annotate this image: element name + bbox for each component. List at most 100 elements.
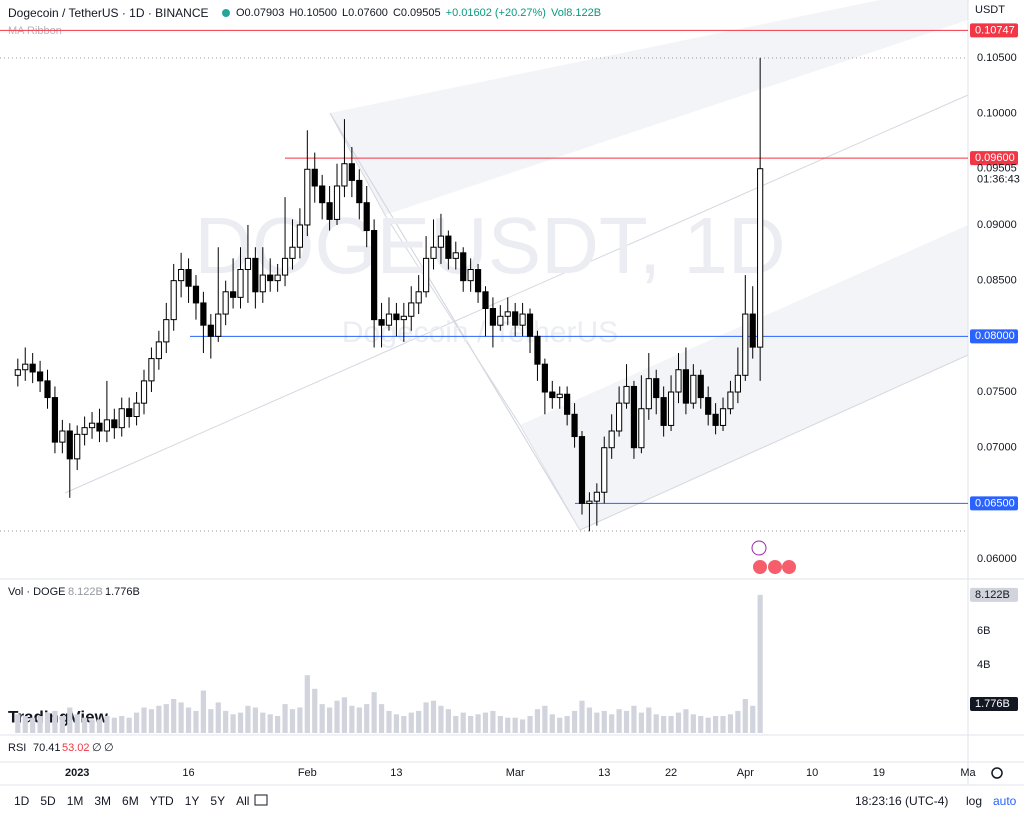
volume-bar bbox=[512, 717, 518, 733]
volume-bar bbox=[82, 717, 88, 733]
candle-body bbox=[534, 335, 541, 365]
volume-bar bbox=[690, 714, 696, 733]
event-icon[interactable] bbox=[751, 540, 767, 556]
x-tick-label: Apr bbox=[737, 767, 754, 779]
candle-body bbox=[667, 391, 675, 426]
volume-bar bbox=[386, 710, 392, 733]
volume-bar bbox=[148, 709, 155, 733]
volume-bar bbox=[482, 712, 489, 733]
volume-bar bbox=[304, 675, 310, 733]
candle-body bbox=[29, 363, 36, 373]
volume-bar bbox=[490, 710, 496, 733]
candle-body bbox=[81, 427, 88, 435]
candle-body bbox=[690, 374, 697, 404]
range-button[interactable]: All bbox=[236, 794, 250, 808]
range-button[interactable]: 6M bbox=[122, 794, 139, 808]
ohlc-value: +0.01602 (+20.27%) bbox=[445, 7, 546, 19]
toolbar: 1D 5D 1M 3M 6M YTD 1Y 5Y All bbox=[14, 794, 260, 808]
volume-bar bbox=[401, 716, 407, 733]
auto-toggle[interactable]: auto bbox=[993, 794, 1017, 808]
candle-body bbox=[742, 313, 749, 376]
ma-label-box bbox=[970, 697, 1018, 711]
volume-bar bbox=[668, 716, 674, 733]
range-button[interactable]: 3M bbox=[94, 794, 112, 808]
volume-bar bbox=[646, 707, 652, 733]
candle-body bbox=[222, 291, 229, 315]
event-icon[interactable] bbox=[768, 560, 782, 574]
volume-bar bbox=[735, 710, 741, 733]
candle-body bbox=[126, 408, 133, 418]
range-button[interactable]: 1Y bbox=[184, 794, 200, 808]
volume-bar bbox=[267, 714, 273, 733]
candle-body bbox=[452, 252, 459, 259]
volume-bar bbox=[319, 704, 325, 733]
candle-body bbox=[36, 371, 44, 382]
candle-body bbox=[400, 315, 407, 321]
candle-body bbox=[267, 274, 274, 282]
ohlc-value: C0.09505 bbox=[392, 7, 441, 19]
candle-body bbox=[111, 419, 118, 429]
volume-bar bbox=[416, 710, 422, 733]
candle-body bbox=[14, 369, 21, 376]
candle-body bbox=[578, 436, 586, 504]
candle-body bbox=[512, 311, 519, 326]
candle-body bbox=[289, 246, 296, 259]
ohlc-legend: O0.07903 H0.10500 L0.07600 C0.09505 +0.01602… bbox=[236, 7, 606, 19]
candle-body bbox=[252, 257, 259, 293]
volume-bar bbox=[223, 710, 229, 733]
volume-bar bbox=[586, 707, 593, 733]
rsi-value: 53.02 bbox=[62, 742, 90, 754]
last-price: 0.09505 bbox=[977, 163, 1017, 175]
candle-body bbox=[467, 269, 474, 282]
range-button[interactable]: 5D bbox=[40, 794, 56, 808]
range-button[interactable]: 5Y bbox=[210, 794, 226, 808]
candle-body bbox=[623, 385, 630, 404]
volume-bar bbox=[52, 710, 58, 733]
volume-bar bbox=[341, 697, 348, 733]
range-button[interactable]: 1D bbox=[14, 794, 30, 808]
compare-icon[interactable] bbox=[254, 794, 268, 806]
volume-bar bbox=[297, 707, 303, 733]
channel-edge bbox=[64, 94, 969, 494]
volume-bar bbox=[698, 716, 704, 733]
volume-bar bbox=[378, 704, 385, 733]
volume-bar bbox=[282, 704, 288, 733]
watermark: DOGEUSDT, 1D bbox=[194, 201, 785, 290]
candle-body bbox=[719, 408, 727, 426]
volume-bar bbox=[133, 712, 140, 733]
candle-body bbox=[504, 311, 511, 317]
candle-body bbox=[333, 185, 341, 220]
level-label-box bbox=[970, 329, 1018, 344]
settings-icon[interactable] bbox=[991, 767, 1003, 779]
range-button[interactable]: YTD bbox=[149, 794, 174, 808]
volume-bar bbox=[89, 719, 95, 733]
candle-body bbox=[22, 363, 29, 371]
event-icon[interactable] bbox=[753, 560, 767, 574]
x-tick-label: 19 bbox=[873, 767, 885, 779]
volume-bar bbox=[445, 709, 451, 733]
rsi-title: RSI bbox=[8, 742, 26, 754]
y-tick-label: 0.06000 bbox=[977, 553, 1017, 565]
candle-body bbox=[734, 374, 741, 393]
candle-body bbox=[371, 230, 378, 321]
volume-bar bbox=[579, 700, 585, 733]
candle-body bbox=[103, 419, 110, 432]
rsi-value: ∅ bbox=[104, 742, 114, 754]
range-button[interactable]: 1M bbox=[66, 794, 84, 808]
candle-body bbox=[682, 369, 690, 404]
log-toggle[interactable]: log bbox=[966, 794, 983, 808]
volume-bar bbox=[326, 707, 333, 733]
event-icon[interactable] bbox=[782, 560, 796, 574]
volume-bar bbox=[393, 714, 400, 733]
candle-body bbox=[541, 363, 548, 393]
volume-bar bbox=[757, 594, 763, 733]
ohlc-value: O0.07903 bbox=[236, 7, 285, 19]
candle-body bbox=[415, 291, 422, 304]
volume-bar bbox=[705, 717, 711, 733]
volume-last-label: 8.122B bbox=[975, 589, 1010, 601]
ohlc-value: L0.07600 bbox=[342, 7, 388, 19]
candle-body bbox=[586, 500, 593, 504]
ohlc-value: H0.10500 bbox=[289, 7, 338, 19]
rsi-value: 70.41 bbox=[33, 742, 61, 754]
